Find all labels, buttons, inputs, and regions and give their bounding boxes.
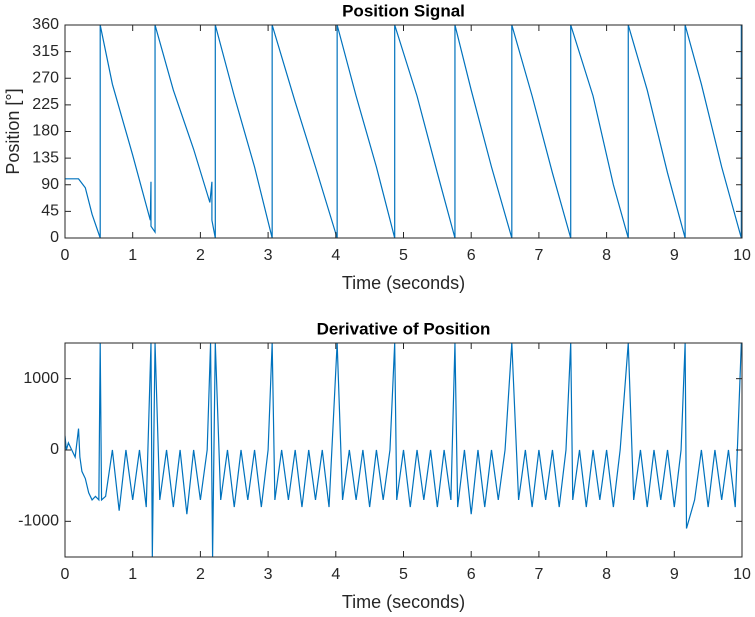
plot-lines	[65, 343, 742, 557]
y-tick-label: 270	[32, 69, 59, 86]
y-tick-label: 45	[41, 203, 59, 220]
chart-title: Position Signal	[342, 1, 465, 20]
y-tick-label: 135	[32, 149, 59, 166]
x-tick-label: 3	[264, 566, 273, 583]
x-tick-label: 10	[733, 247, 751, 264]
x-tick-label: 2	[196, 247, 205, 264]
x-tick-label: 7	[534, 247, 543, 264]
y-tick-label: -1000	[18, 513, 59, 530]
x-tick-label: 3	[264, 247, 273, 264]
x-tick-label: 1	[128, 566, 137, 583]
y-tick-label: 360	[32, 16, 59, 33]
x-tick-label: 6	[467, 566, 476, 583]
x-tick-label: 9	[670, 247, 679, 264]
x-tick-label: 0	[61, 247, 70, 264]
x-tick-label: 0	[61, 566, 70, 583]
x-axis-label: Time (seconds)	[342, 592, 465, 612]
chart-title: Derivative of Position	[317, 319, 491, 338]
y-tick-label: 180	[32, 123, 59, 140]
x-tick-label: 10	[733, 566, 751, 583]
x-tick-label: 1	[128, 247, 137, 264]
x-tick-label: 5	[399, 566, 408, 583]
signal-line	[65, 25, 742, 238]
y-tick-label: 0	[50, 229, 59, 246]
y-tick-label: 90	[41, 176, 59, 193]
plot-lines	[65, 25, 742, 238]
x-tick-label: 2	[196, 566, 205, 583]
x-tick-label: 8	[602, 566, 611, 583]
x-tick-label: 7	[534, 566, 543, 583]
x-tick-label: 4	[331, 247, 340, 264]
x-tick-label: 9	[670, 566, 679, 583]
x-tick-label: 4	[331, 566, 340, 583]
y-tick-label: 1000	[23, 370, 59, 387]
y-axis-label: Position [°]	[3, 88, 23, 174]
y-tick-label: 225	[32, 96, 59, 113]
x-tick-label: 5	[399, 247, 408, 264]
x-tick-label: 6	[467, 247, 476, 264]
x-tick-label: 8	[602, 247, 611, 264]
x-axis-label: Time (seconds)	[342, 273, 465, 293]
y-tick-label: 0	[50, 441, 59, 458]
signal-line	[65, 343, 742, 557]
y-tick-label: 315	[32, 43, 59, 60]
